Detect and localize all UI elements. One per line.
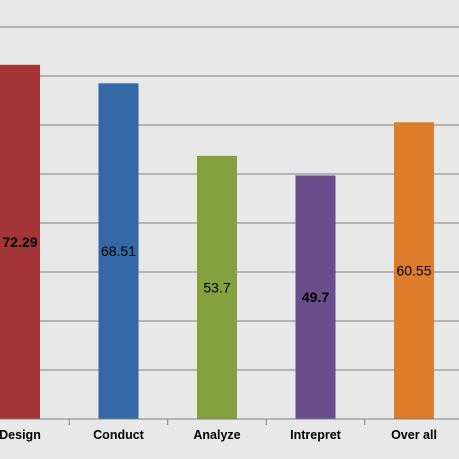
bar xyxy=(295,175,336,419)
category-label: Conduct xyxy=(93,428,145,442)
bar xyxy=(0,64,40,420)
data-label: 60.55 xyxy=(396,263,431,279)
x-axis-ticks xyxy=(68,419,366,425)
data-label: 68.51 xyxy=(101,243,136,259)
category-label: Analyze xyxy=(193,428,240,442)
data-labels: 72.29 68.51 53.7 49.7 60.55 xyxy=(2,234,431,305)
data-label: 72.29 xyxy=(2,234,37,250)
bar xyxy=(394,122,434,420)
category-labels: Design Conduct Analyze Intrepret Over all xyxy=(0,428,437,442)
category-label: Intrepret xyxy=(290,428,342,442)
data-label: 53.7 xyxy=(203,279,230,295)
bar xyxy=(98,83,139,420)
category-label: Design xyxy=(0,428,41,442)
category-label: Over all xyxy=(391,428,437,442)
bar xyxy=(197,155,237,419)
data-label: 49.7 xyxy=(302,289,329,305)
bars xyxy=(0,64,434,420)
